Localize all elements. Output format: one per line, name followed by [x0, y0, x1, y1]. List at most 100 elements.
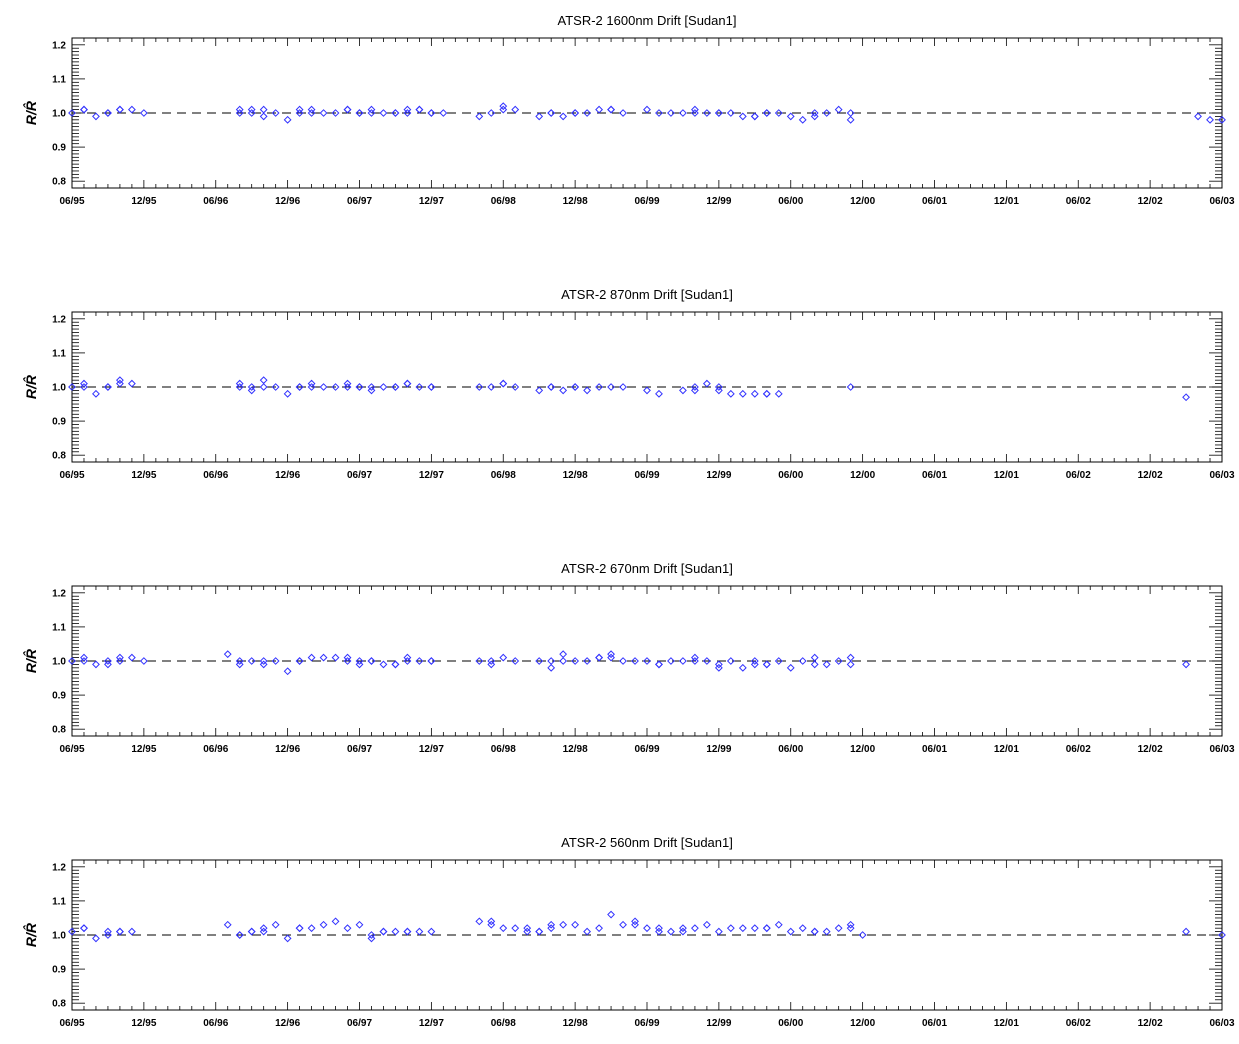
y-axis-label: R/R̂ — [22, 374, 39, 399]
data-point — [415, 383, 424, 391]
data-point — [116, 653, 124, 662]
y-tick-label: 1.1 — [52, 348, 66, 359]
data-point — [810, 927, 819, 936]
data-point — [750, 657, 759, 665]
data-point — [511, 924, 520, 933]
x-tick-label: 12/99 — [706, 744, 731, 755]
data-point — [104, 109, 112, 117]
data-point — [702, 109, 711, 117]
data-point — [655, 389, 663, 398]
x-tick-label: 06/98 — [491, 1018, 516, 1029]
data-point — [80, 924, 88, 933]
data-point — [247, 927, 256, 936]
data-point — [559, 920, 568, 929]
data-point — [583, 109, 592, 117]
x-tick-label: 12/95 — [131, 470, 156, 481]
data-point — [92, 660, 100, 669]
data-point — [810, 927, 819, 936]
data-point — [595, 924, 603, 933]
data-point — [343, 653, 352, 662]
data-point — [1206, 115, 1214, 124]
x-tick-label: 06/00 — [778, 744, 803, 755]
data-point — [259, 105, 268, 114]
data-point — [774, 920, 783, 929]
data-point — [80, 105, 88, 114]
data-point — [139, 657, 148, 665]
data-point — [367, 383, 376, 391]
data-point — [619, 657, 627, 665]
data-point — [822, 109, 831, 117]
x-tick-label: 06/98 — [491, 196, 516, 207]
x-tick-label: 12/99 — [706, 1018, 731, 1029]
x-tick-label: 12/96 — [275, 1018, 300, 1029]
data-point — [810, 653, 819, 662]
data-point — [259, 383, 268, 391]
data-point — [762, 389, 771, 398]
x-tick-label: 12/96 — [275, 744, 300, 755]
data-point — [223, 650, 232, 659]
data-point — [834, 657, 843, 665]
data-point — [547, 920, 556, 929]
data-point — [68, 109, 76, 117]
x-tick-label: 06/95 — [59, 470, 84, 481]
y-tick-label: 0.8 — [52, 177, 66, 188]
data-point — [307, 379, 316, 388]
data-point — [786, 112, 795, 121]
data-point — [846, 653, 855, 662]
data-point — [726, 924, 735, 933]
data-point — [92, 112, 100, 121]
data-point — [619, 920, 627, 929]
data-point — [259, 112, 268, 121]
data-point — [427, 927, 436, 936]
data-point — [403, 379, 412, 388]
data-point — [139, 109, 148, 117]
chart-title: ATSR-2 1600nm Drift [Sudan1] — [558, 13, 737, 28]
data-point — [499, 653, 508, 662]
data-point — [691, 105, 699, 114]
data-point — [116, 927, 124, 936]
data-point — [750, 660, 759, 669]
data-point — [607, 105, 615, 114]
data-point — [80, 383, 88, 391]
data-point — [583, 386, 592, 395]
y-tick-label: 1.2 — [52, 40, 66, 51]
x-tick-label: 12/98 — [563, 744, 588, 755]
data-point — [355, 920, 364, 929]
data-point — [702, 657, 711, 665]
data-point — [714, 109, 723, 117]
data-point — [80, 924, 88, 933]
x-tick-label: 06/03 — [1209, 744, 1234, 755]
data-point — [235, 383, 244, 391]
x-tick-label: 12/96 — [275, 470, 300, 481]
data-point — [559, 650, 568, 659]
data-point — [104, 660, 112, 669]
data-point — [643, 105, 651, 114]
data-point — [774, 657, 783, 665]
data-point — [1218, 931, 1226, 939]
data-point — [679, 386, 687, 395]
x-tick-label: 12/95 — [131, 196, 156, 207]
data-point — [367, 109, 376, 117]
data-point — [774, 389, 783, 398]
x-tick-label: 12/02 — [1138, 744, 1163, 755]
x-tick-label: 12/99 — [706, 196, 731, 207]
data-point — [116, 657, 124, 665]
y-tick-label: 0.9 — [52, 417, 66, 428]
data-point — [1194, 112, 1202, 121]
data-point — [307, 383, 316, 391]
data-point — [691, 653, 699, 662]
x-tick-label: 06/03 — [1209, 1018, 1234, 1029]
data-point — [295, 109, 304, 117]
data-point — [679, 924, 687, 933]
data-point — [92, 934, 100, 943]
y-axis-label: R/R̂ — [22, 100, 39, 125]
data-point — [475, 657, 484, 665]
data-point — [307, 105, 316, 114]
data-point — [116, 105, 124, 114]
data-point — [571, 109, 580, 117]
y-tick-label: 1.0 — [52, 383, 66, 394]
data-point — [714, 663, 723, 672]
data-point — [738, 389, 747, 398]
data-point — [403, 927, 412, 936]
x-tick-label: 12/00 — [850, 470, 875, 481]
